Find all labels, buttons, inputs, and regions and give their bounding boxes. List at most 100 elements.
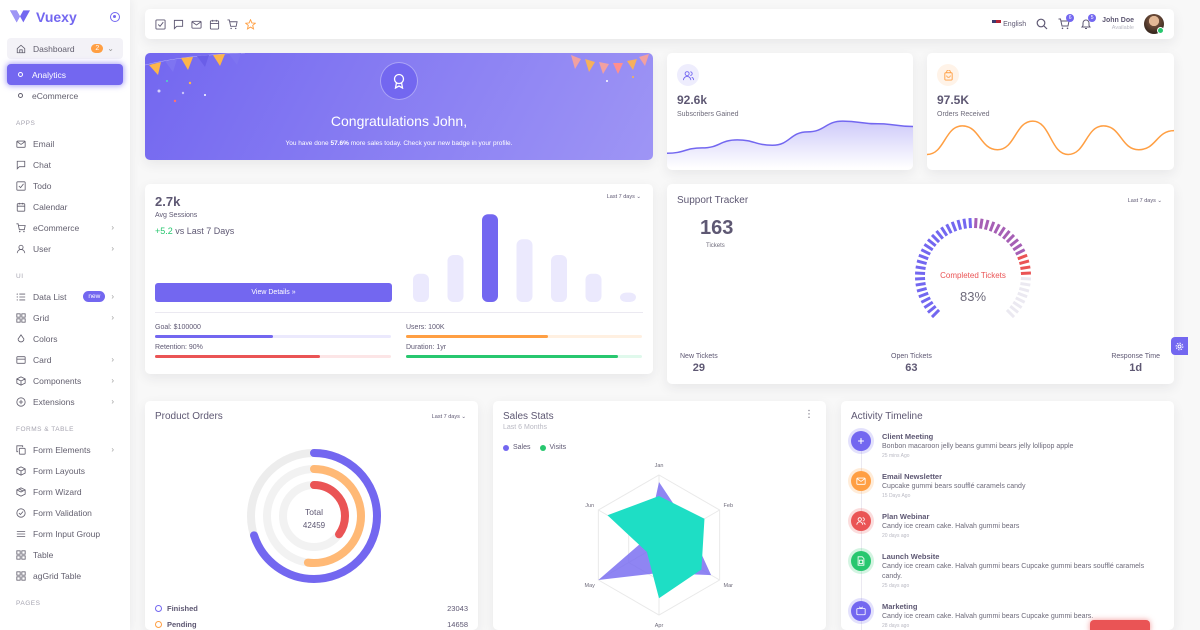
sidebar-item-form-input-group[interactable]: Form Input Group — [7, 523, 123, 544]
sidebar-item-colors[interactable]: Colors — [7, 328, 123, 349]
sidebar-item-user[interactable]: User › — [7, 238, 123, 259]
sessions-diff-suffix: vs Last 7 Days — [172, 226, 235, 236]
users-label: Users: 100K — [406, 324, 445, 331]
gauge-tick — [1005, 308, 1016, 319]
view-details-button[interactable]: View Details » — [155, 283, 392, 302]
search-icon[interactable] — [1036, 18, 1048, 30]
radar-axis-label: Jun — [585, 503, 594, 509]
sidebar-item-form-wizard[interactable]: Form Wizard — [7, 481, 123, 502]
gauge-tick — [923, 300, 934, 309]
gauge-tick — [988, 221, 996, 232]
congrats-highlight: 57.6% — [330, 140, 349, 147]
chevron-right-icon: › — [111, 376, 114, 385]
sidebar-item-ecommerce[interactable]: eCommerce › — [7, 217, 123, 238]
sidebar-item-ecommerce-dashboard[interactable]: eCommerce — [7, 85, 123, 106]
tickets-value: 163 — [700, 217, 734, 239]
sidebar-item-form-validation[interactable]: Form Validation — [7, 502, 123, 523]
section-header-pages: PAGES — [16, 600, 41, 607]
check-square-icon[interactable] — [155, 18, 166, 30]
sidebar-item-chat[interactable]: Chat — [7, 154, 123, 175]
user-dropdown[interactable]: John Doe Available — [1102, 17, 1134, 32]
gauge-tick — [1015, 248, 1026, 256]
session-bar — [447, 254, 464, 302]
sidebar-item-label: Form Layouts — [33, 465, 85, 476]
chevron-right-icon: › — [111, 355, 114, 364]
congrats-title: Congratulations John, — [330, 113, 468, 129]
radar-axis-label: Mar — [724, 583, 734, 589]
gauge-tick — [926, 238, 937, 247]
sidebar-item-email[interactable]: Email — [7, 133, 123, 154]
brand[interactable]: Vuexy — [0, 0, 130, 34]
sidebar-item-label: Email — [33, 138, 55, 149]
duration-bar — [406, 355, 642, 358]
notification-dropdown[interactable]: 5 — [1080, 14, 1097, 30]
gauge-tick — [1009, 305, 1020, 314]
customizer-gear-icon[interactable] — [1171, 337, 1188, 355]
sidebar-item-todo[interactable]: Todo — [7, 175, 123, 196]
gauge-tick — [940, 226, 949, 237]
chat-icon[interactable] — [173, 19, 184, 30]
progress-fill — [406, 355, 619, 358]
sidebar-item-card[interactable]: Card › — [7, 349, 123, 370]
server-icon — [16, 549, 26, 560]
sidebar-item-form-elements[interactable]: Form Elements › — [7, 439, 123, 460]
gauge-tick — [1009, 238, 1020, 247]
session-bar — [620, 292, 636, 302]
sidebar-item-aggrid-table[interactable]: agGrid Table — [7, 565, 123, 586]
timeline-item-title: Marketing — [882, 602, 918, 611]
users-bar — [406, 335, 642, 338]
gauge-tick — [1020, 282, 1031, 287]
decoration-right-icon — [571, 54, 649, 82]
orders-period-dropdown[interactable]: Last 7 days ⌄ — [431, 414, 466, 420]
sidebar-item-components[interactable]: Components › — [7, 370, 123, 391]
avatar[interactable] — [1144, 14, 1164, 34]
duration-label: Duration: 1yr — [406, 344, 447, 351]
pin-sidebar-icon[interactable] — [110, 12, 120, 22]
sales-stats-title: Sales Stats — [503, 411, 554, 422]
ring-finished — [247, 449, 381, 583]
sessions-period-dropdown[interactable]: Last 7 days ⌄ — [606, 194, 641, 200]
timeline-item-desc: Candy ice cream cake. Halvah gummi bears… — [882, 563, 1145, 580]
gauge-tick — [983, 219, 990, 231]
cart-icon[interactable] — [227, 18, 238, 30]
sidebar-item-dashboard[interactable]: Dashboard 2 ⌄ — [7, 38, 123, 59]
more-vertical-icon[interactable]: ⋮ — [804, 409, 814, 420]
dashboard-count-badge: 2 — [91, 44, 104, 53]
radar-axis-label: Feb — [724, 503, 733, 509]
timeline-item-desc: Bonbon macaroon jelly beans gummi bears … — [882, 443, 1074, 450]
calendar-icon[interactable] — [209, 19, 220, 30]
pending-row: Pending 14658 — [155, 620, 468, 629]
sidebar-item-calendar[interactable]: Calendar — [7, 196, 123, 217]
timeline-item: Email Newsletter Cupcake gummi bears souf… — [851, 471, 1161, 507]
session-bar — [516, 239, 533, 302]
sidebar-item-analytics[interactable]: Analytics — [7, 64, 123, 85]
language-dropdown[interactable]: English — [992, 20, 1026, 28]
mail-icon[interactable] — [191, 19, 202, 30]
progress-fill — [155, 355, 321, 358]
gauge-tick — [974, 218, 978, 229]
support-period-dropdown[interactable]: Last 7 days ⌄ — [1127, 198, 1162, 204]
retention-progress: Retention: 90% — [155, 344, 391, 358]
award-icon — [381, 63, 417, 99]
sidebar-item-grid[interactable]: Grid › — [7, 307, 123, 328]
gauge-tick — [935, 229, 944, 240]
mail-icon — [851, 471, 871, 491]
sidebar-item-label: eCommerce — [32, 90, 79, 101]
sidebar-item-label: agGrid Table — [33, 570, 82, 581]
gauge-tick — [1015, 296, 1026, 304]
sidebar-item-extensions[interactable]: Extensions › — [7, 391, 123, 412]
radar-axis-label: Apr — [655, 623, 664, 629]
support-tracker-card: Support Tracker Last 7 days ⌄ 163 Ticket… — [667, 184, 1174, 384]
user-icon — [16, 244, 26, 254]
sidebar-item-table[interactable]: Table — [7, 544, 123, 565]
congrats-text-before: You have done — [285, 140, 331, 147]
sidebar-item-label: Table — [33, 549, 54, 560]
timeline-line — [861, 441, 862, 630]
sidebar-item-data-list[interactable]: Data List new › — [7, 286, 123, 307]
gauge-tick — [916, 286, 928, 293]
star-icon[interactable] — [245, 18, 256, 30]
sidebar-item-form-layouts[interactable]: Form Layouts — [7, 460, 123, 481]
buy-now-button[interactable] — [1090, 620, 1150, 630]
cart-dropdown[interactable]: 6 — [1058, 14, 1075, 30]
gauge-tick — [915, 271, 926, 275]
